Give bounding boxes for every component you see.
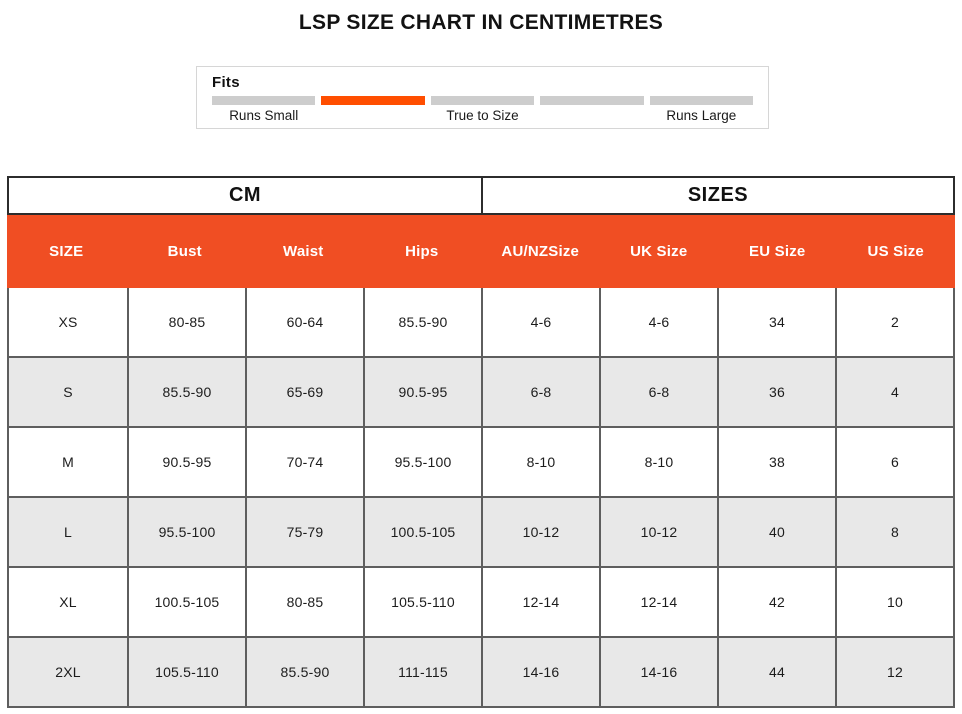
value-cell: 38 — [717, 428, 835, 496]
value-cell: 65-69 — [245, 358, 363, 426]
value-cell: 105.5-110 — [127, 638, 245, 706]
header-cell-eu-size: EU Size — [749, 243, 806, 260]
value-cell: 10 — [835, 568, 953, 636]
table-row: M 90.5-95 70-74 95.5-100 8-10 8-10 38 6 — [9, 428, 953, 498]
value-cell: 60-64 — [245, 288, 363, 356]
value-cell: 90.5-95 — [363, 358, 481, 426]
value-cell: 36 — [717, 358, 835, 426]
value-cell: 12-14 — [481, 568, 599, 636]
value-cell: 100.5-105 — [127, 568, 245, 636]
group-header-cm: CM — [228, 184, 262, 206]
header-cell-bust: Bust — [167, 243, 202, 260]
fit-indicator-label: Fits — [212, 74, 240, 91]
value-cell: 4 — [835, 358, 953, 426]
value-cell: 44 — [717, 638, 835, 706]
table-header-row: SIZE Bust Waist Hips AU/NZSize UK Size EU Size… — [7, 215, 955, 288]
value-cell: 105.5-110 — [363, 568, 481, 636]
value-cell: 80-85 — [127, 288, 245, 356]
fit-scale-labels: Runs Small True to Size Runs Large — [212, 107, 753, 124]
table-row: S 85.5-90 65-69 90.5-95 6-8 6-8 36 4 — [9, 358, 953, 428]
value-cell: 80-85 — [245, 568, 363, 636]
header-cell-waist: Waist — [283, 243, 324, 260]
fit-indicator-panel: Fits Runs Small True to Size Runs Large — [196, 66, 769, 129]
size-label-cell: XS — [58, 314, 78, 330]
value-cell: 85.5-90 — [245, 638, 363, 706]
value-cell: 10-12 — [481, 498, 599, 566]
header-cell-uk-size: UK Size — [630, 243, 688, 260]
fit-segment — [540, 96, 644, 105]
fit-scale-label: True to Size — [446, 108, 519, 123]
table-body: XS 80-85 60-64 85.5-90 4-6 4-6 34 2 S 85.5-90 65-6… — [7, 288, 955, 708]
fit-segment — [430, 96, 535, 105]
value-cell: 12 — [835, 638, 953, 706]
value-cell: 34 — [717, 288, 835, 356]
value-cell: 100.5-105 — [363, 498, 481, 566]
size-label-cell: M — [62, 454, 74, 470]
page-title: LSP SIZE CHART IN CENTIMETRES — [298, 11, 664, 34]
size-label-cell: S — [63, 384, 73, 400]
table-row: XS 80-85 60-64 85.5-90 4-6 4-6 34 2 — [9, 288, 953, 358]
value-cell: 85.5-90 — [127, 358, 245, 426]
fit-scale — [212, 96, 754, 105]
value-cell: 95.5-100 — [127, 498, 245, 566]
header-cell-us-size: US Size — [867, 243, 924, 260]
value-cell: 4-6 — [599, 288, 717, 356]
value-cell: 14-16 — [481, 638, 599, 706]
value-cell: 111-115 — [363, 638, 481, 706]
fit-segment — [649, 96, 754, 105]
value-cell: 6-8 — [481, 358, 599, 426]
value-cell: 10-12 — [599, 498, 717, 566]
value-cell: 40 — [717, 498, 835, 566]
value-cell: 4-6 — [481, 288, 599, 356]
table-row: L 95.5-100 75-79 100.5-105 10-12 10-12 40 8 — [9, 498, 953, 568]
table-row: 2XL 105.5-110 85.5-90 111-115 14-16 14-16 44 12 — [9, 638, 953, 708]
value-cell: 6 — [835, 428, 953, 496]
fit-scale-label-spacer — [321, 107, 424, 124]
value-cell: 6-8 — [599, 358, 717, 426]
size-label-cell: XL — [59, 594, 77, 610]
value-cell: 95.5-100 — [363, 428, 481, 496]
value-cell: 2 — [835, 288, 953, 356]
value-cell: 75-79 — [245, 498, 363, 566]
value-cell: 85.5-90 — [363, 288, 481, 356]
fit-scale-label: Runs Small — [229, 108, 299, 123]
value-cell: 70-74 — [245, 428, 363, 496]
table-row: XL 100.5-105 80-85 105.5-110 12-14 12-14 42 10 — [9, 568, 953, 638]
value-cell: 90.5-95 — [127, 428, 245, 496]
header-cell-au-nzsize: AU/NZSize — [501, 243, 580, 260]
value-cell: 8-10 — [599, 428, 717, 496]
value-cell: 8-10 — [481, 428, 599, 496]
size-chart-table: CM SIZES SIZE Bust Waist Hips AU/NZSize UK Si… — [7, 176, 955, 708]
group-header-sizes: SIZES — [481, 178, 953, 213]
value-cell: 42 — [717, 568, 835, 636]
header-cell-hips: Hips — [405, 243, 439, 260]
size-label-cell: 2XL — [55, 664, 81, 680]
fit-segment — [212, 96, 316, 105]
value-cell: 8 — [835, 498, 953, 566]
value-cell: 14-16 — [599, 638, 717, 706]
fit-scale-label-spacer — [540, 107, 643, 124]
fit-segment-active — [321, 96, 425, 105]
header-cell-size: SIZE — [49, 243, 84, 260]
size-label-cell: L — [64, 524, 72, 540]
table-group-header-row: CM SIZES — [7, 176, 955, 215]
value-cell: 12-14 — [599, 568, 717, 636]
fit-scale-label: Runs Large — [666, 108, 737, 123]
